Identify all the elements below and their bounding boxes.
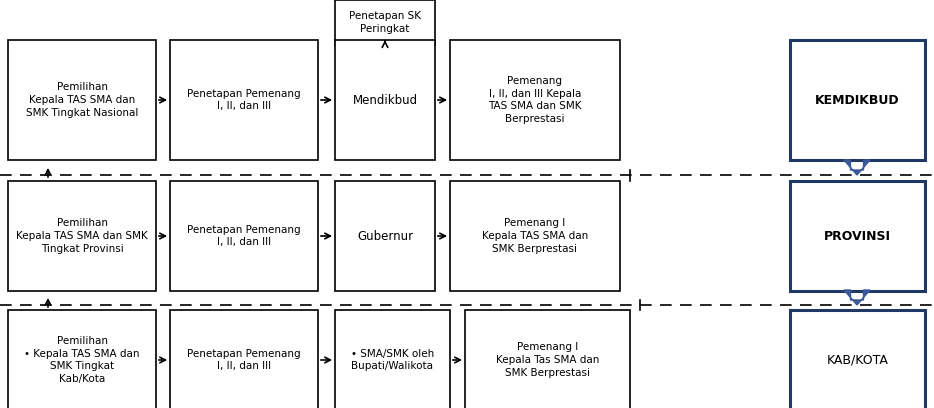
Bar xyxy=(790,40,925,160)
Bar xyxy=(8,40,156,160)
Bar xyxy=(335,0,435,45)
Bar xyxy=(170,181,318,291)
Bar xyxy=(335,310,450,408)
FancyArrow shape xyxy=(844,160,870,175)
Text: Penetapan Pemenang
I, II, dan III: Penetapan Pemenang I, II, dan III xyxy=(187,89,301,111)
Bar xyxy=(790,181,925,291)
Text: KEMDIKBUD: KEMDIKBUD xyxy=(815,93,899,106)
Bar xyxy=(170,40,318,160)
Text: Pemenang
I, II, dan III Kepala
TAS SMA dan SMK
Berprestasi: Pemenang I, II, dan III Kepala TAS SMA d… xyxy=(488,76,582,124)
Bar xyxy=(335,40,435,160)
Text: Gubernur: Gubernur xyxy=(357,229,413,242)
Bar xyxy=(8,181,156,291)
Text: Pemilihan
• Kepala TAS SMA dan
SMK Tingkat
Kab/Kota: Pemilihan • Kepala TAS SMA dan SMK Tingk… xyxy=(24,336,140,384)
Text: Penetapan SK
Peringkat: Penetapan SK Peringkat xyxy=(349,11,421,34)
Text: Pemenang I
Kepala Tas SMA dan
SMK Berprestasi: Pemenang I Kepala Tas SMA dan SMK Berpre… xyxy=(496,342,600,378)
Text: Pemilihan
Kepala TAS SMA dan
SMK Tingkat Nasional: Pemilihan Kepala TAS SMA dan SMK Tingkat… xyxy=(26,82,138,118)
Bar xyxy=(465,310,630,408)
Text: KAB/KOTA: KAB/KOTA xyxy=(827,353,888,366)
Bar xyxy=(450,181,620,291)
Text: Pemenang I
Kepala TAS SMA dan
SMK Berprestasi: Pemenang I Kepala TAS SMA dan SMK Berpre… xyxy=(482,218,588,254)
Text: Mendikbud: Mendikbud xyxy=(352,93,417,106)
Bar xyxy=(450,40,620,160)
Text: Pemilihan
Kepala TAS SMA dan SMK
Tingkat Provinsi: Pemilihan Kepala TAS SMA dan SMK Tingkat… xyxy=(16,218,148,254)
Bar xyxy=(170,310,318,408)
Bar xyxy=(8,310,156,408)
Bar xyxy=(790,310,925,408)
FancyArrow shape xyxy=(844,290,870,305)
Text: PROVINSI: PROVINSI xyxy=(824,229,891,242)
Text: • SMA/SMK oleh
Bupati/Walikota: • SMA/SMK oleh Bupati/Walikota xyxy=(351,348,434,371)
Bar xyxy=(335,181,435,291)
Text: Penetapan Pemenang
I, II, dan III: Penetapan Pemenang I, II, dan III xyxy=(187,224,301,247)
Text: Penetapan Pemenang
I, II, dan III: Penetapan Pemenang I, II, dan III xyxy=(187,348,301,371)
